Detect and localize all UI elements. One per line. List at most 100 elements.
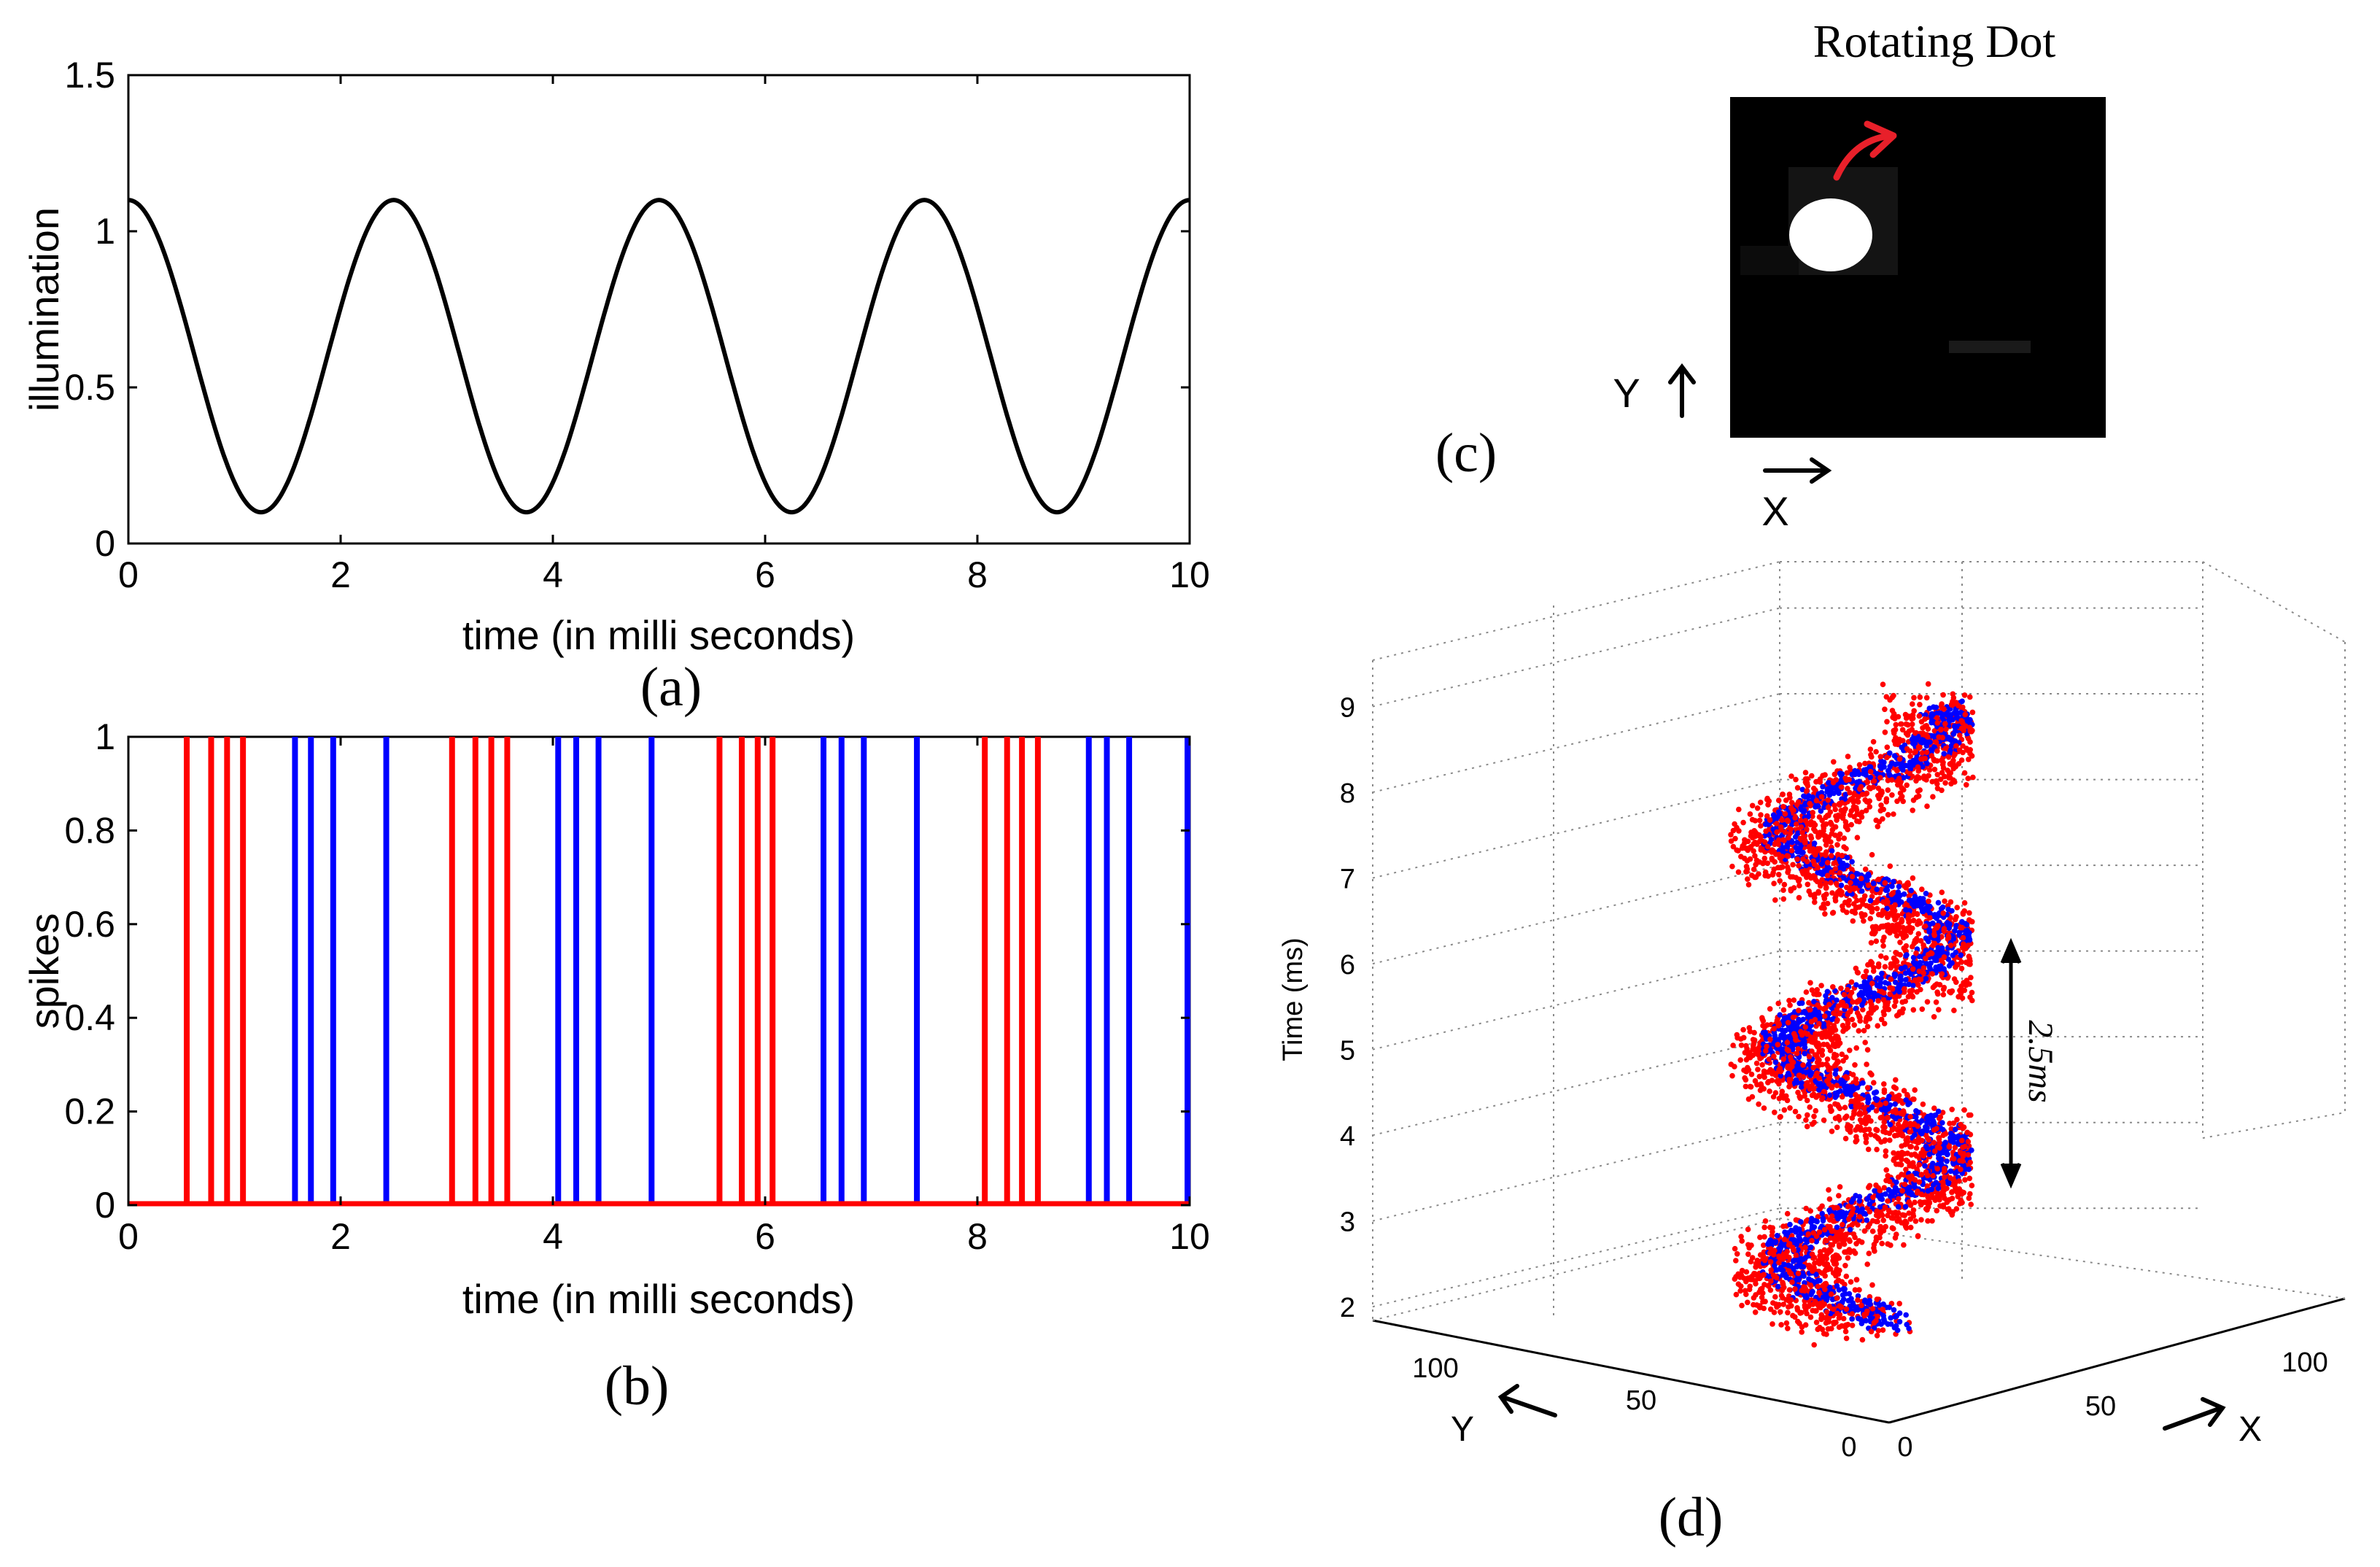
- on-event-point: [1788, 800, 1795, 806]
- on-event-point: [1833, 777, 1839, 783]
- on-event-point: [1772, 897, 1778, 903]
- on-event-point: [1864, 1047, 1871, 1053]
- on-event-point: [1840, 1028, 1846, 1034]
- on-event-point: [1828, 1065, 1834, 1072]
- on-event-point: [1893, 1077, 1899, 1083]
- on-event-point: [1821, 1247, 1828, 1253]
- on-event-point: [1871, 778, 1877, 784]
- on-event-point: [1757, 1234, 1763, 1240]
- y-floor-tick-label: 0: [1841, 1432, 1856, 1463]
- off-event-point: [1913, 737, 1920, 743]
- on-event-point: [1869, 1229, 1876, 1234]
- off-event-point: [1894, 761, 1900, 767]
- on-event-point: [1845, 1126, 1851, 1132]
- on-event-point: [1835, 1269, 1841, 1275]
- off-event-point: [1883, 1107, 1889, 1114]
- off-event-point: [1816, 1087, 1822, 1093]
- on-event-point: [1858, 1111, 1864, 1117]
- off-event-point: [1791, 1068, 1798, 1074]
- on-event-point: [1821, 1088, 1827, 1095]
- on-event-point: [1816, 1075, 1822, 1081]
- on-event-point: [1939, 889, 1945, 895]
- off-event-point: [1856, 1198, 1863, 1204]
- on-event-point: [1858, 814, 1865, 820]
- off-event-point: [1887, 750, 1893, 757]
- on-event-point: [1777, 878, 1783, 884]
- on-event-point: [1843, 1273, 1850, 1280]
- on-event-point: [1823, 1061, 1829, 1067]
- on-event-point: [1837, 831, 1843, 837]
- on-event-point: [1761, 839, 1768, 845]
- off-event-point: [1896, 1319, 1903, 1325]
- on-event-point: [1877, 775, 1883, 781]
- off-event-point: [1827, 1285, 1833, 1291]
- on-event-point: [1966, 757, 1972, 762]
- on-event-point: [1885, 922, 1891, 928]
- on-event-point: [1740, 1026, 1746, 1033]
- on-event-point: [1751, 1040, 1757, 1047]
- on-event-point: [1891, 1226, 1896, 1231]
- on-event-point: [1893, 1013, 1900, 1019]
- on-event-point: [1766, 1056, 1772, 1062]
- on-event-point: [1960, 1153, 1966, 1159]
- off-event-point: [1775, 814, 1780, 820]
- on-event-point: [1961, 770, 1968, 776]
- on-event-point: [1747, 811, 1753, 817]
- off-event-point: [1856, 771, 1862, 778]
- on-event-point: [1834, 1204, 1840, 1211]
- 3d-axes-box: [1372, 561, 2346, 1424]
- on-event-point: [1853, 1091, 1858, 1098]
- on-event-point: [1867, 1209, 1873, 1215]
- on-event-point: [1728, 832, 1734, 837]
- off-event-point: [1924, 1145, 1931, 1152]
- off-event-point: [1867, 775, 1873, 781]
- on-event-point: [1853, 1241, 1859, 1247]
- on-event-point: [1937, 1145, 1942, 1151]
- on-event-point: [1861, 1228, 1868, 1234]
- off-event-point: [1865, 871, 1872, 878]
- off-event-point: [1901, 775, 1907, 781]
- off-event-point: [1809, 1225, 1815, 1231]
- on-event-point: [1952, 916, 1958, 923]
- off-event-point: [1891, 1307, 1897, 1313]
- on-event-point: [1903, 943, 1910, 949]
- off-event-point: [1944, 1158, 1950, 1164]
- on-event-point: [1736, 806, 1742, 813]
- on-event-point: [1864, 1261, 1870, 1267]
- on-event-point: [1752, 853, 1758, 859]
- on-event-point: [1874, 1296, 1880, 1302]
- on-event-point: [1940, 1202, 1946, 1208]
- on-event-point: [1902, 1223, 1909, 1229]
- on-event-point: [1891, 1003, 1898, 1009]
- off-event-point: [1919, 1118, 1925, 1124]
- on-event-point: [1915, 793, 1922, 800]
- on-event-point: [1835, 1114, 1842, 1120]
- off-event-point: [1778, 1034, 1784, 1040]
- on-event-point: [1960, 1145, 1966, 1150]
- on-event-point: [1842, 1328, 1849, 1334]
- on-event-point: [1915, 764, 1921, 770]
- z-tick-label: 9: [1340, 693, 1355, 724]
- on-event-point: [1794, 785, 1801, 791]
- off-event-point: [1800, 1256, 1807, 1262]
- on-event-point: [1964, 782, 1969, 788]
- on-event-point: [1824, 859, 1831, 866]
- on-event-point: [1757, 1252, 1764, 1258]
- on-event-point: [1813, 1107, 1819, 1114]
- off-event-point: [1858, 1320, 1865, 1326]
- on-event-point: [1844, 1113, 1850, 1119]
- on-event-point: [1925, 726, 1931, 732]
- off-event-point: [1794, 1263, 1800, 1269]
- on-event-point: [1880, 1327, 1886, 1333]
- on-event-point: [1943, 726, 1949, 732]
- on-event-point: [1825, 1326, 1831, 1332]
- off-event-point: [1917, 959, 1923, 966]
- on-event-point: [1790, 1014, 1796, 1021]
- on-event-point: [1872, 1133, 1878, 1139]
- on-event-point: [1934, 786, 1941, 792]
- off-event-point: [1924, 1125, 1930, 1131]
- on-event-point: [1907, 1163, 1912, 1169]
- off-event-point: [1938, 1156, 1945, 1163]
- off-event-point: [1949, 960, 1955, 966]
- off-event-point: [1892, 1189, 1898, 1196]
